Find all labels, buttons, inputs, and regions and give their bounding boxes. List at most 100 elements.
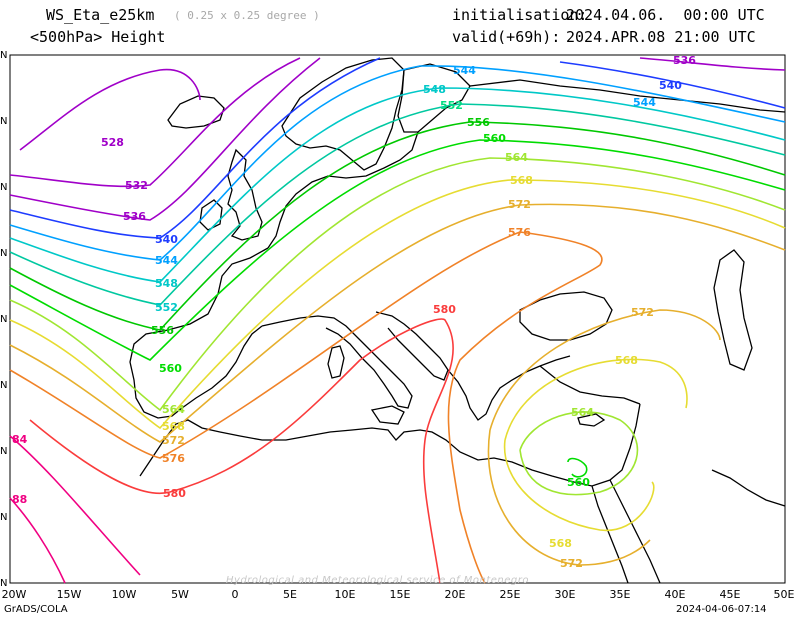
contour-label: 568 bbox=[549, 537, 572, 550]
contour-label: 580 bbox=[163, 487, 186, 500]
coastlines bbox=[129, 57, 786, 584]
coast-scandinavia bbox=[281, 57, 405, 171]
contour-568b bbox=[503, 358, 688, 531]
coast-persian-gulf bbox=[711, 469, 786, 507]
coast-north-europe bbox=[267, 131, 419, 249]
contour-528 bbox=[19, 68, 201, 151]
init-value: 2024.04.06. 00:00 UTC bbox=[566, 6, 765, 24]
lon-label: 45E bbox=[719, 588, 741, 601]
lat-label: N bbox=[0, 512, 8, 523]
contour-label: 568 bbox=[162, 420, 185, 433]
contour-label: 576 bbox=[162, 452, 185, 465]
footer-timestamp: 2024-04-06-07:14 bbox=[676, 604, 767, 615]
contour-label: 536 bbox=[673, 54, 696, 67]
contour-labels: 528 532 536 536 540 540 544 544 544 548 … bbox=[12, 54, 696, 570]
contour-label: 560 bbox=[159, 362, 182, 375]
contour-label: 560 bbox=[567, 476, 590, 489]
coast-black-sea bbox=[519, 291, 613, 341]
coast-great-britain bbox=[227, 148, 263, 241]
coast-ireland bbox=[199, 199, 223, 231]
lon-label: 25E bbox=[499, 588, 521, 601]
lon-label: 5W bbox=[171, 588, 189, 601]
contour-label: 544 bbox=[633, 96, 656, 109]
lat-label: N bbox=[0, 50, 8, 61]
contour-572a bbox=[9, 203, 786, 443]
contour-label: 88 bbox=[12, 493, 27, 506]
coast-sardinia bbox=[327, 345, 345, 379]
contour-label: 536 bbox=[123, 210, 146, 223]
contour-label: 548 bbox=[155, 277, 178, 290]
contour-576 bbox=[9, 231, 603, 584]
coast-adriatic bbox=[375, 311, 449, 381]
lon-label: 20W bbox=[1, 588, 27, 601]
contour-556 bbox=[9, 121, 786, 331]
coast-sicily bbox=[370, 405, 405, 425]
contour-552 bbox=[9, 103, 786, 306]
lon-label: 10E bbox=[334, 588, 356, 601]
contour-label: 544 bbox=[453, 64, 476, 77]
contour-label: 568 bbox=[510, 174, 533, 187]
coast-caspian bbox=[713, 249, 753, 371]
lon-label: 15E bbox=[389, 588, 411, 601]
valid-label: valid(+69h): bbox=[452, 28, 561, 46]
coast-italy-west bbox=[261, 315, 413, 409]
contour-label: 576 bbox=[508, 226, 531, 239]
init-label: initialisation: bbox=[452, 6, 588, 24]
contour-560-closed bbox=[567, 457, 588, 478]
contour-label: 548 bbox=[423, 83, 446, 96]
contour-label: 540 bbox=[659, 79, 682, 92]
lon-label: 20E bbox=[444, 588, 466, 601]
contour-label: 532 bbox=[125, 179, 148, 192]
coast-iceland bbox=[167, 95, 225, 129]
lon-label: 5E bbox=[283, 588, 297, 601]
contour-568a bbox=[9, 179, 786, 430]
lon-label: 30E bbox=[554, 588, 576, 601]
lat-label: N bbox=[0, 248, 8, 259]
contour-label: 528 bbox=[101, 136, 124, 149]
lat-label: N bbox=[0, 446, 8, 457]
coast-greece bbox=[447, 355, 571, 421]
contour-label: 564 bbox=[162, 403, 185, 416]
contour-548 bbox=[9, 87, 786, 283]
contour-label: 556 bbox=[467, 116, 490, 129]
contour-540b bbox=[559, 61, 786, 109]
contour-540a bbox=[9, 57, 381, 239]
contour-label: 552 bbox=[440, 99, 463, 112]
valid-value: 2024.APR.08 21:00 UTC bbox=[566, 28, 756, 46]
model-name: WS_Eta_e25km bbox=[46, 6, 155, 24]
lat-label: N bbox=[0, 578, 8, 589]
contour-label: 560 bbox=[483, 132, 506, 145]
model-resolution: ( 0.25 x 0.25 degree ) bbox=[174, 9, 320, 22]
contour-label: 540 bbox=[155, 233, 178, 246]
contour-564 bbox=[9, 157, 786, 412]
lon-label: 50E bbox=[773, 588, 795, 601]
lon-label: 10W bbox=[111, 588, 137, 601]
lon-label: 35E bbox=[609, 588, 631, 601]
contour-588 bbox=[9, 497, 66, 584]
contour-536b bbox=[639, 57, 786, 71]
contour-532 bbox=[9, 57, 301, 188]
lat-label: N bbox=[0, 116, 8, 127]
coast-anatolia bbox=[539, 365, 641, 405]
contour-label: 564 bbox=[571, 406, 594, 419]
lat-label: N bbox=[0, 182, 8, 193]
contour-560 bbox=[9, 139, 786, 361]
contour-label: 572 bbox=[631, 306, 654, 319]
contour-label: 572 bbox=[162, 434, 185, 447]
lat-label: N bbox=[0, 380, 8, 391]
contour-label: 572 bbox=[508, 198, 531, 211]
contour-label: 572 bbox=[560, 557, 583, 570]
coast-red-sea-east bbox=[609, 479, 661, 584]
coast-north-africa bbox=[139, 403, 641, 487]
coast-red-sea-west bbox=[591, 485, 629, 584]
watermark: Hydrological and Meteorological service … bbox=[226, 575, 529, 586]
map-frame bbox=[9, 54, 786, 584]
footer-software: GrADS/COLA bbox=[4, 604, 68, 615]
lon-label: 40E bbox=[664, 588, 686, 601]
contour-544 bbox=[9, 65, 786, 261]
contour-label: 84 bbox=[12, 433, 28, 446]
lon-label: 15W bbox=[56, 588, 82, 601]
contour-584 bbox=[9, 435, 141, 576]
